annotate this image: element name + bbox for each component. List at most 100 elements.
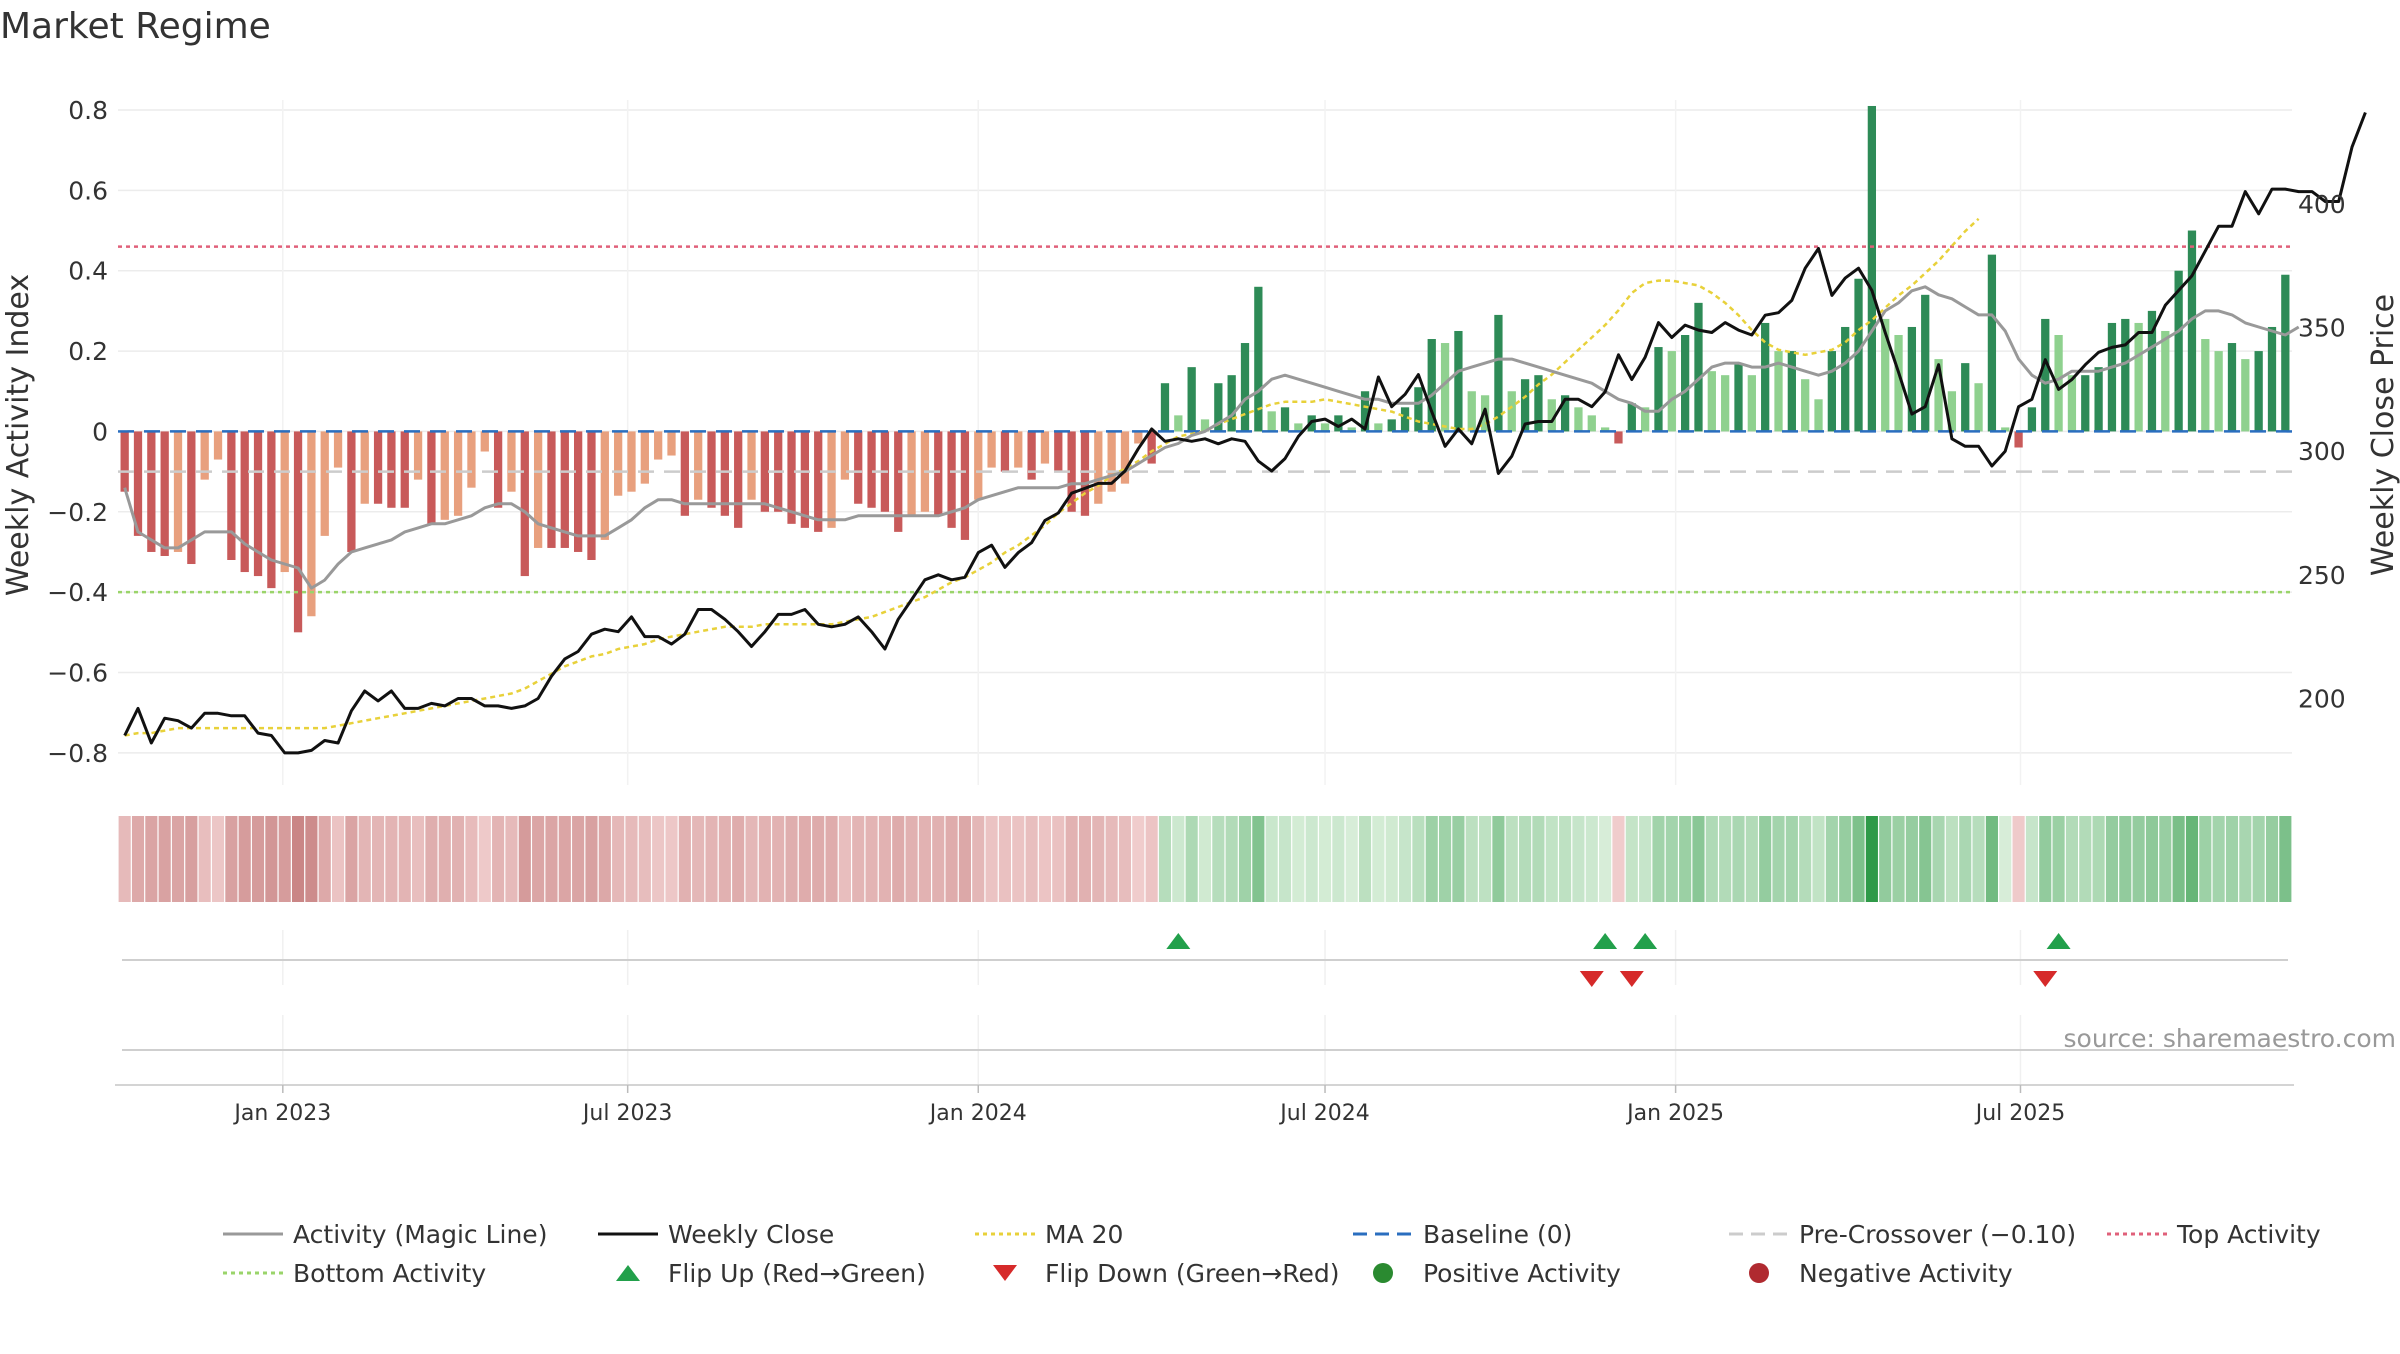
heat-cell [478,816,491,902]
heat-cell [598,816,611,902]
activity-bar [2281,274,2290,432]
heat-cell [2052,816,2065,902]
x-tick-label: Jan 2025 [1625,1101,1724,1126]
activity-bar [1814,399,1823,432]
legend-item: Flip Up (Red→Green) [616,1259,926,1288]
activity-bar [1414,387,1423,432]
heat-cell [1105,816,1118,902]
activity-bar [400,431,409,508]
heat-cell [945,816,958,902]
heat-cell [758,816,771,902]
heat-cell [372,816,385,902]
heat-cell [158,816,171,902]
activity-bar [1547,399,1556,432]
legend-label: Pre-Crossover (−0.10) [1799,1220,2076,1249]
legend-item: Weekly Close [598,1220,834,1249]
activity-bar [2067,375,2077,432]
heat-cell [1825,816,1838,902]
activity-bar [2147,310,2157,432]
activity-bar [227,431,236,560]
heat-cell [1839,816,1852,902]
activity-bar [480,431,489,452]
activity-bar [213,431,223,460]
heat-cell [1092,816,1105,902]
activity-bar [654,431,663,460]
heat-cell [1332,816,1345,902]
heat-cell [1265,816,1278,902]
heat-cell [1759,816,1772,902]
heat-cell [2239,816,2252,902]
x-tick-label: Jul 2024 [1278,1101,1370,1126]
heat-cell [998,816,1012,902]
activity-bar [1454,330,1463,432]
activity-bar [160,431,169,556]
heat-cell [2159,816,2172,902]
heat-cell [1292,816,1305,902]
activity-bar [1267,411,1276,432]
activity-bar [867,431,876,508]
heat-cell [1905,816,1918,902]
heat-cell [745,816,758,902]
activity-bar [1867,105,1877,432]
heat-cell [225,816,238,902]
legend-label: Activity (Magic Line) [293,1220,547,1249]
activity-bar [1894,335,1903,432]
heat-cell [518,816,531,902]
activity-bar [627,431,636,492]
heat-cell [1919,816,1932,902]
legend-item: Baseline (0) [1353,1220,1572,1249]
activity-bar [1707,371,1716,432]
activity-bar [1494,314,1503,432]
activity-bar [1534,375,1543,432]
x-tick-label: Jul 2023 [581,1101,673,1126]
heat-cell [532,816,545,902]
heat-cell [1692,816,1705,902]
activity-bar [2214,351,2223,432]
heat-cell [2132,816,2145,902]
heat-cell [1145,816,1158,902]
heat-cell [358,816,371,902]
heat-cell [1852,816,1865,902]
heat-cell [1532,816,1545,902]
heat-cell [1585,816,1598,902]
heat-cell [1118,816,1132,902]
activity-bar [1360,391,1370,432]
heat-cell [438,816,451,902]
heat-cell [1372,816,1385,902]
activity-bar [814,431,823,532]
activity-bar [1000,431,1010,472]
activity-bar [2014,431,2023,448]
heat-cell [612,816,625,902]
activity-bar [574,431,583,552]
heat-cell [185,816,198,902]
activity-bar [1120,431,1130,484]
heat-cell [1212,816,1225,902]
heat-cell [465,816,478,902]
heat-cell [1012,816,1025,902]
weekly-close-line [123,111,2367,755]
heat-cell [1439,816,1452,902]
activity-bar [1374,423,1383,432]
heat-cell [318,816,331,902]
legend-item: Positive Activity [1373,1259,1621,1288]
heat-cell [1465,816,1478,902]
heat-cell [1065,816,1078,902]
activity-bar [387,431,396,508]
legend-label: Flip Up (Red→Green) [668,1259,926,1288]
activity-bar [1147,431,1156,464]
activity-bar [2054,335,2063,432]
left-tick-label: −0.6 [47,659,108,688]
heat-cell [412,816,425,902]
activity-bar [373,431,383,504]
legend-label: Bottom Activity [293,1259,486,1288]
heat-cell [1812,816,1825,902]
activity-bar [1440,343,1450,432]
series-lines [123,111,2367,755]
activity-bar [1654,347,1663,432]
heat-cell [1599,816,1612,902]
heat-cell [1519,816,1532,902]
activity-bar [800,431,810,528]
activity-bar [1854,278,1863,432]
activity-bar [720,431,729,516]
